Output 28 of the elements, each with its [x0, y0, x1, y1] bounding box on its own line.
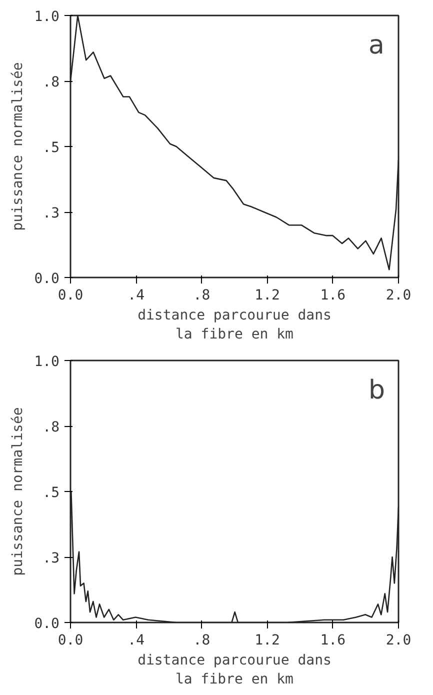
y-axis-title: puissance normalisée [10, 407, 26, 576]
y-tick-label: 1.0 [34, 354, 60, 370]
x-tick-label: 2.0 [386, 288, 412, 304]
x-tick-label: 2.0 [386, 632, 412, 648]
y-tick-label: 0.0 [34, 616, 60, 632]
x-tick-label: .4 [128, 632, 145, 648]
y-tick-label: .5 [42, 140, 60, 156]
x-axis-title: distance parcourue dans la fibre en km [138, 308, 332, 343]
x-tick-label: 1.2 [254, 632, 280, 648]
y-tick-label: .8 [42, 420, 60, 436]
y-tick-label: .3 [42, 206, 60, 222]
x-tick-label: .8 [193, 632, 210, 648]
x-tick-label: 0.0 [58, 632, 84, 648]
x-tick-label: .8 [193, 288, 210, 304]
x-tick-label: 1.6 [320, 632, 346, 648]
annotation: a [368, 30, 384, 60]
y-tick-label: .3 [42, 550, 60, 566]
x-tick-label: 1.6 [320, 288, 346, 304]
y-tick-label: 1.0 [34, 9, 60, 25]
x-tick-label: 1.2 [254, 288, 280, 304]
y-tick-label: .8 [42, 74, 60, 90]
y-tick-label: .5 [42, 485, 60, 501]
y-tick-label: 0.0 [34, 271, 60, 287]
x-tick-label: .4 [128, 288, 145, 304]
y-axis-title: puissance normalisée [10, 62, 26, 231]
annotation: b [368, 376, 386, 406]
x-tick-label: 0.0 [58, 288, 84, 304]
x-axis-title: distance parcourue dans la fibre en km [138, 652, 332, 688]
